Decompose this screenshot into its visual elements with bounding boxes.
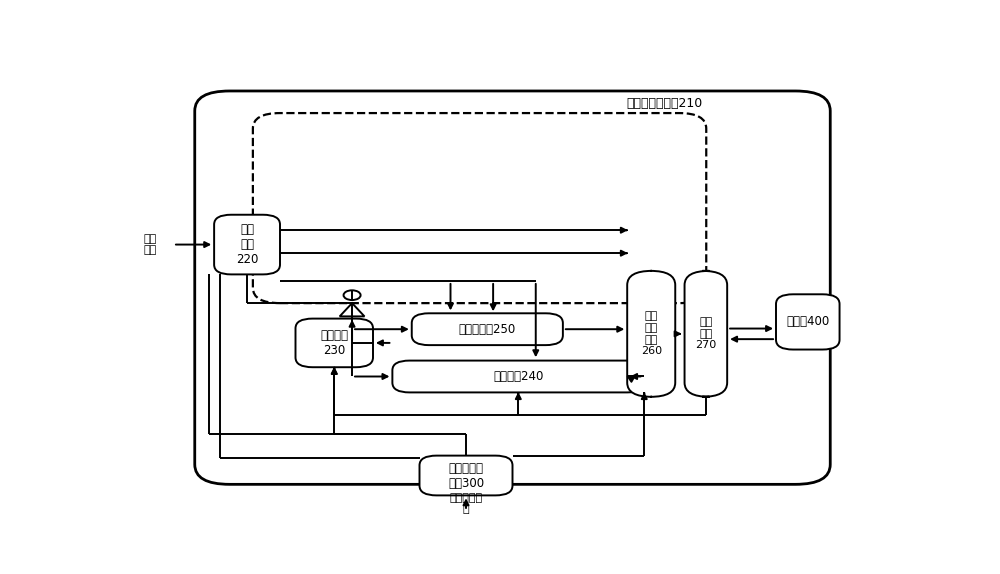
Text: 上位机400: 上位机400 bbox=[786, 316, 829, 328]
FancyBboxPatch shape bbox=[392, 360, 644, 393]
FancyBboxPatch shape bbox=[253, 113, 706, 303]
Text: 时钟
模块
220: 时钟 模块 220 bbox=[236, 223, 258, 266]
Text: 分频、整形
电路300: 分频、整形 电路300 bbox=[448, 461, 484, 490]
Text: 细时间测量模块210: 细时间测量模块210 bbox=[626, 96, 702, 110]
FancyBboxPatch shape bbox=[412, 313, 563, 345]
Text: 管理模块240: 管理模块240 bbox=[493, 370, 544, 383]
FancyBboxPatch shape bbox=[685, 271, 727, 397]
FancyBboxPatch shape bbox=[296, 319, 373, 367]
FancyBboxPatch shape bbox=[214, 215, 280, 274]
Text: 分频模块
230: 分频模块 230 bbox=[320, 329, 348, 357]
FancyBboxPatch shape bbox=[776, 294, 840, 350]
Text: 外界原始信
号: 外界原始信 号 bbox=[449, 492, 483, 514]
Text: 时钟
信号: 时钟 信号 bbox=[143, 234, 156, 255]
Text: 粗计数模坒250: 粗计数模坒250 bbox=[459, 323, 516, 336]
FancyBboxPatch shape bbox=[420, 456, 512, 495]
Text: 运算
处理
模块
260: 运算 处理 模块 260 bbox=[641, 312, 662, 356]
FancyBboxPatch shape bbox=[627, 271, 675, 397]
Text: 通讯
模块
270: 通讯 模块 270 bbox=[695, 317, 716, 351]
FancyBboxPatch shape bbox=[195, 91, 830, 484]
